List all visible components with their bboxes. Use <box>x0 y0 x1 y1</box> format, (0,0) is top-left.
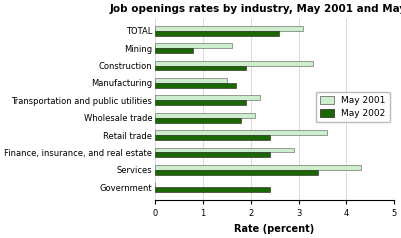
Bar <box>155 31 279 36</box>
Bar <box>155 78 227 83</box>
Bar <box>155 153 270 157</box>
Bar <box>155 165 361 170</box>
Bar <box>155 95 260 100</box>
Bar <box>155 48 193 53</box>
Bar <box>155 65 246 70</box>
Bar <box>155 118 241 123</box>
Bar <box>155 113 255 118</box>
Bar <box>155 100 246 105</box>
Bar <box>155 130 327 135</box>
Bar <box>155 61 313 65</box>
Bar <box>155 83 236 88</box>
Bar <box>155 187 270 192</box>
Title: Job openings rates by industry, May 2001 and May 2002: Job openings rates by industry, May 2001… <box>110 4 401 14</box>
Bar <box>155 148 294 153</box>
Bar <box>155 135 270 140</box>
Bar <box>155 26 303 31</box>
Legend: May 2001, May 2002: May 2001, May 2002 <box>316 92 390 123</box>
Bar <box>155 170 318 175</box>
Bar <box>155 43 231 48</box>
X-axis label: Rate (percent): Rate (percent) <box>235 224 315 234</box>
